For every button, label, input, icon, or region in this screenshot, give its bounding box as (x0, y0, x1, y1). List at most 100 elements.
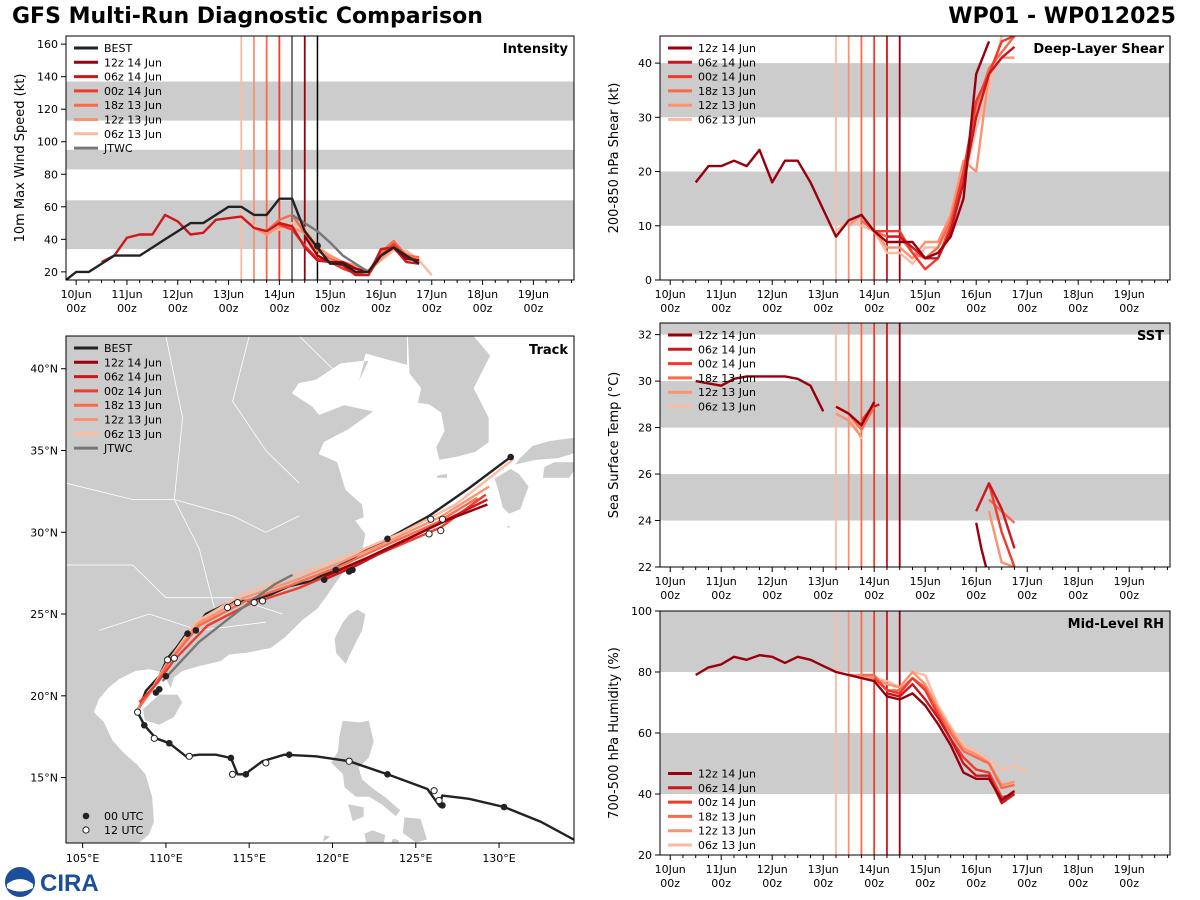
series-line (887, 45, 1016, 260)
marker-00utc (439, 802, 446, 809)
kyushu (493, 468, 530, 515)
x-tick-label: 00z (1068, 302, 1088, 315)
plot-area (660, 36, 1170, 280)
y-tick-label: 100 (37, 136, 58, 149)
x-tick-label: 12Jun (757, 863, 788, 876)
province-border (66, 482, 300, 533)
marker-00utc (242, 771, 250, 778)
x-tick-label: 00z (660, 589, 680, 602)
marker-00utc (155, 685, 163, 693)
plot-frame (659, 35, 1171, 281)
x-tick-label: 11Jun (706, 863, 737, 876)
x-tick-label: 00z (864, 877, 884, 890)
palawan (322, 834, 332, 843)
x-tick-label: 13Jun (808, 288, 839, 301)
storm-id-title: WP01 - WP012025 (948, 4, 1176, 29)
panel-title: Mid-Level RH (1068, 617, 1164, 632)
series-line (695, 654, 1016, 802)
x-tick-label: 00z (966, 589, 986, 602)
x-tick-label: 00z (966, 877, 986, 890)
series-line (873, 403, 880, 408)
y-tick-label: 20 (638, 849, 652, 862)
x-tick-label: 125°E (399, 852, 432, 865)
legend-label: JTWC (103, 142, 133, 155)
x-tick-label: 00z (320, 302, 340, 315)
x-tick-label: 10Jun (655, 575, 686, 588)
panel-track: 105°E 110°E 115°E 120°E 125°E 130°E 15°N 20°N 25… (30, 335, 575, 865)
y-tick-label: 160 (37, 38, 58, 51)
legend-label: 12z 13 Jun (698, 825, 756, 838)
x-tick-label: 00z (813, 877, 833, 890)
marker-12utc (170, 654, 178, 662)
marker-12utc (438, 515, 447, 523)
x-tick-label: 11Jun (706, 288, 737, 301)
x-tick-label: 115°E (232, 852, 265, 865)
x-tick-label: 00z (711, 302, 731, 315)
legend-label: 06z 14 Jun (104, 371, 162, 384)
x-tick-label: 17Jun (1012, 863, 1043, 876)
x-tick-label: 00z (915, 877, 935, 890)
y-tick-label: 0 (645, 274, 652, 287)
y-tick-label: 20°N (30, 690, 58, 703)
x-tick-label: 15Jun (910, 863, 941, 876)
x-tick-label: 14Jun (859, 575, 890, 588)
legend-label: 12z 13 Jun (104, 114, 162, 127)
x-tick-label: 12Jun (757, 575, 788, 588)
x-tick-label: 00z (915, 302, 935, 315)
map-area (66, 336, 574, 843)
legend-label: 18z 13 Jun (104, 399, 162, 412)
x-tick-label: 12Jun (757, 288, 788, 301)
legend-label: BEST (104, 42, 132, 55)
korea (406, 336, 492, 461)
y-axis-label: 200-850 hPa Shear (kt) (607, 83, 622, 234)
x-tick-label: 110°E (149, 852, 182, 865)
x-tick-label: 130°E (482, 852, 515, 865)
x-tick-label: 00z (1068, 589, 1088, 602)
legend-label: 12z 13 Jun (698, 99, 756, 112)
x-tick-label: 10Jun (655, 863, 686, 876)
marker-12utc (345, 757, 353, 765)
legend-label: 12 UTC (104, 824, 144, 837)
legend-label: 00z 14 Jun (698, 796, 756, 809)
x-tick-label: 00z (1119, 589, 1139, 602)
legend-12utc-marker (82, 826, 90, 834)
marker-12utc (185, 752, 193, 760)
cira-logo: CIRA (40, 870, 99, 897)
marker-00utc (384, 771, 391, 778)
series-line (987, 510, 1015, 567)
legend-label: 12z 14 Jun (104, 356, 162, 369)
series-line (101, 213, 420, 277)
plot-area (660, 323, 1170, 567)
x-tick-label: 00z (813, 302, 833, 315)
y-axis-label: 700-500 hPa Humidity (%) (607, 647, 622, 819)
x-tick-label: 120°E (316, 852, 349, 865)
x-tick-label: 00z (813, 589, 833, 602)
plot-area (66, 36, 574, 280)
marker-00utc (184, 630, 191, 637)
plot-frame (659, 322, 1171, 568)
marker-00utc (140, 721, 148, 729)
legend-label: 12z 14 Jun (698, 329, 756, 342)
legend-label: 18z 13 Jun (698, 372, 756, 385)
x-tick-label: 00z (1119, 877, 1139, 890)
x-tick-label: 00z (1068, 877, 1088, 890)
noaa-wave-icon (7, 879, 33, 892)
y-tick-label: 30 (638, 375, 652, 388)
panel-title: SST (1137, 329, 1164, 344)
y-tick-label: 120 (37, 103, 58, 116)
marker-00utc (165, 739, 173, 747)
x-tick-label: 00z (1017, 589, 1037, 602)
threshold-band (660, 733, 1170, 794)
legend-label: 06z 14 Jun (698, 56, 756, 69)
y-tick-label: 40°N (30, 363, 58, 376)
track-line (138, 493, 487, 704)
legend-label: 00z 14 Jun (698, 358, 756, 371)
legend-label: 00z 14 Jun (104, 385, 162, 398)
y-tick-label: 24 (638, 515, 652, 528)
legend-label: 18z 13 Jun (698, 85, 756, 98)
x-tick-label: 00z (864, 589, 884, 602)
legend-label: 12z 14 Jun (698, 42, 756, 55)
series-line (303, 235, 420, 274)
marker-12utc (262, 759, 270, 767)
